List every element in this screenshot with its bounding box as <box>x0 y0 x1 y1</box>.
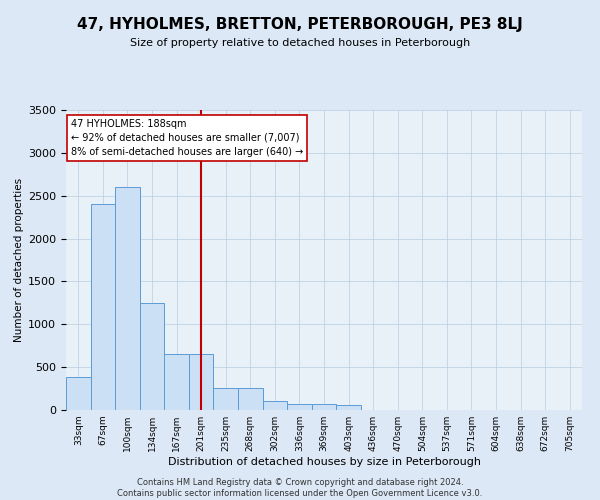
Bar <box>91 204 115 410</box>
Bar <box>238 388 263 410</box>
Bar <box>263 401 287 410</box>
Text: Contains HM Land Registry data © Crown copyright and database right 2024.
Contai: Contains HM Land Registry data © Crown c… <box>118 478 482 498</box>
Bar <box>115 187 140 410</box>
Bar <box>140 303 164 410</box>
Text: 47 HYHOLMES: 188sqm
← 92% of detached houses are smaller (7,007)
8% of semi-deta: 47 HYHOLMES: 188sqm ← 92% of detached ho… <box>71 119 304 157</box>
Bar <box>66 378 91 410</box>
Bar <box>336 406 361 410</box>
X-axis label: Distribution of detached houses by size in Peterborough: Distribution of detached houses by size … <box>167 457 481 467</box>
Bar <box>189 354 214 410</box>
Bar <box>312 404 336 410</box>
Y-axis label: Number of detached properties: Number of detached properties <box>14 178 24 342</box>
Bar <box>287 404 312 410</box>
Bar <box>164 354 189 410</box>
Bar <box>214 388 238 410</box>
Text: Size of property relative to detached houses in Peterborough: Size of property relative to detached ho… <box>130 38 470 48</box>
Text: 47, HYHOLMES, BRETTON, PETERBOROUGH, PE3 8LJ: 47, HYHOLMES, BRETTON, PETERBOROUGH, PE3… <box>77 18 523 32</box>
